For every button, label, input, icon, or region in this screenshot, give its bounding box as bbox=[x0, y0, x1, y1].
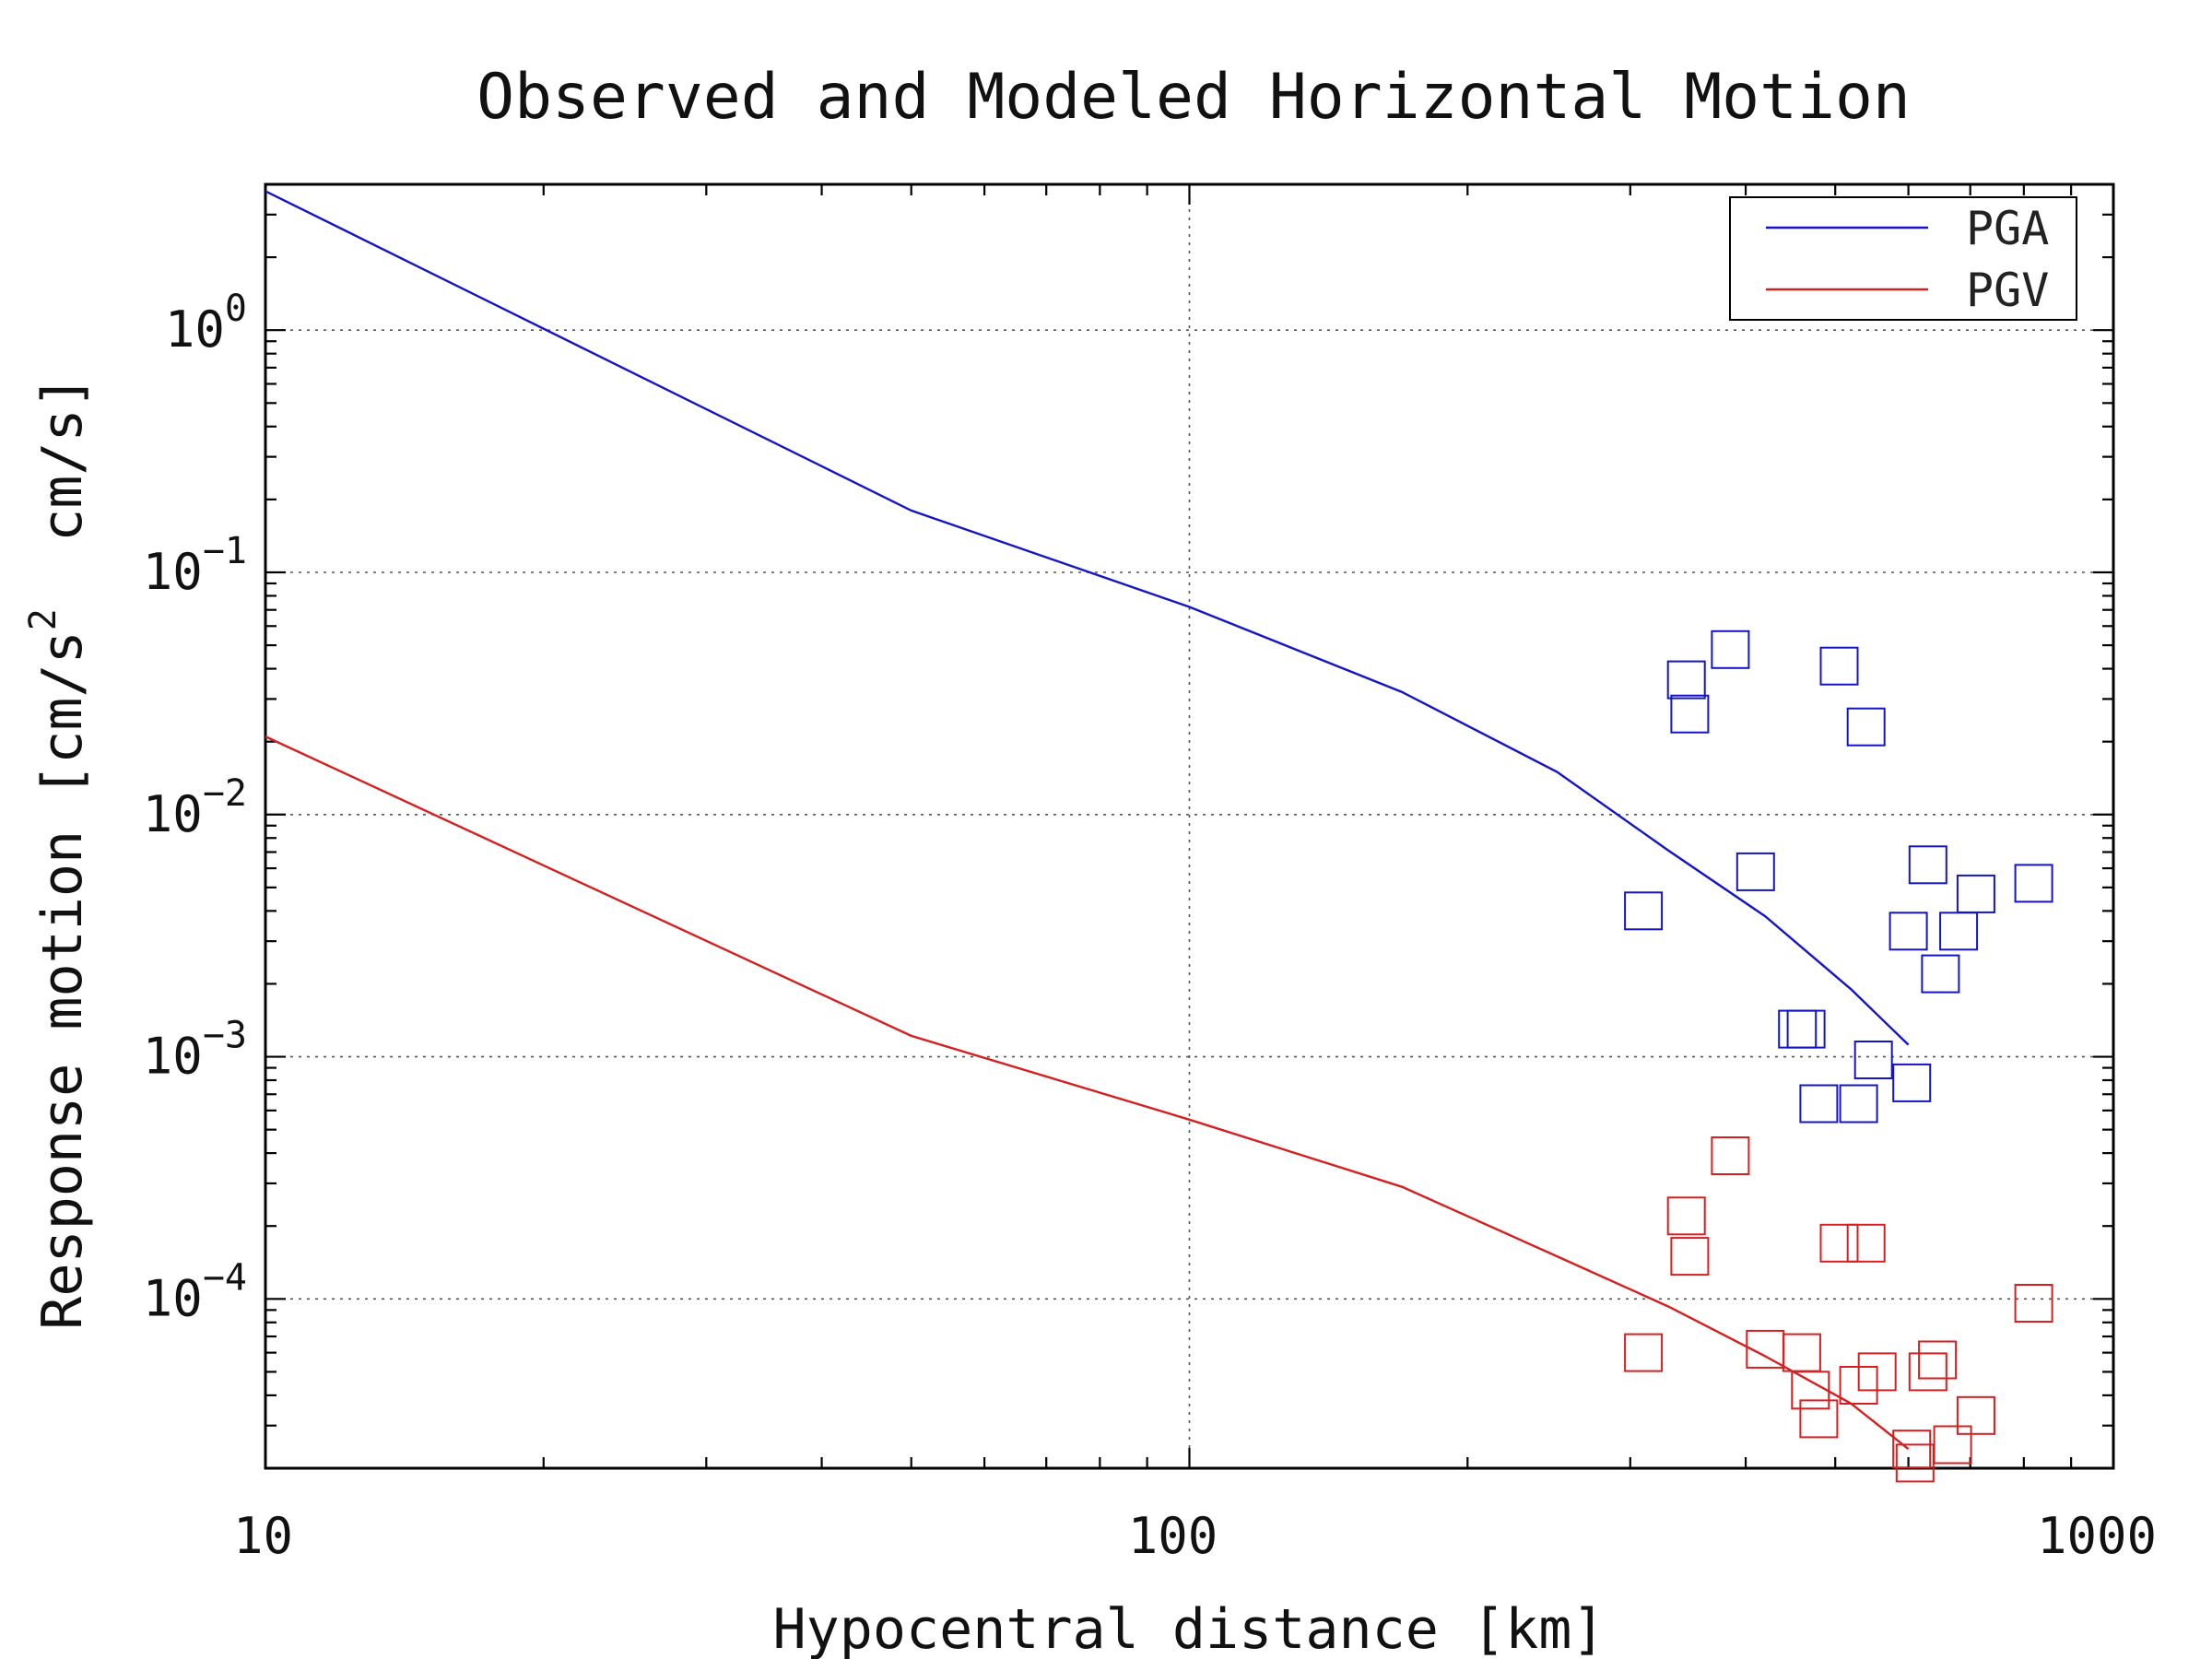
observed-point-pga bbox=[1786, 1009, 1826, 1049]
y-axis-label-suffix: cm/s] bbox=[30, 375, 95, 608]
observed-point-pgv bbox=[1956, 1395, 1995, 1435]
x-tick-label: 100 bbox=[1128, 1507, 1218, 1565]
observed-point-pga bbox=[1735, 852, 1775, 891]
observed-point-pga bbox=[1888, 912, 1928, 951]
observed-point-pga bbox=[1839, 1084, 1878, 1124]
observed-point-pgv bbox=[1908, 1352, 1947, 1392]
observed-point-pgv bbox=[1670, 1237, 1710, 1277]
observed-point-pga bbox=[1908, 845, 1947, 885]
observed-point-pgv bbox=[1933, 1425, 1972, 1465]
grid-lines bbox=[265, 184, 2113, 1468]
y-axis-label: Response motion [cm/s2 cm/s] bbox=[22, 375, 95, 1330]
observed-point-pga bbox=[1956, 874, 1995, 913]
observed-point-pgv bbox=[1799, 1399, 1839, 1439]
observed-point-pgv bbox=[2014, 1284, 2053, 1323]
model-curve-pga bbox=[265, 190, 1910, 1046]
observed-point-pgv bbox=[1918, 1340, 1958, 1380]
legend-box bbox=[1729, 196, 2077, 321]
legend-label-pga: PGA bbox=[1966, 202, 2049, 255]
y-tick-label: 10−4 bbox=[143, 1256, 247, 1327]
observed-point-pga bbox=[1778, 1009, 1818, 1049]
observed-point-pga bbox=[2014, 864, 2053, 903]
chart-title: Observed and Modeled Horizontal Motion bbox=[477, 61, 1911, 134]
observed-point-pga bbox=[1819, 646, 1859, 686]
y-axis-label-superscript: 2 bbox=[22, 608, 65, 630]
observed-point-pgv bbox=[1624, 1333, 1664, 1372]
observed-point-pgv bbox=[1895, 1443, 1935, 1483]
observed-point-pga bbox=[1846, 707, 1886, 747]
observed-point-pga bbox=[1666, 660, 1706, 700]
observed-point-pga bbox=[1921, 954, 1960, 994]
observed-point-pga bbox=[1799, 1084, 1839, 1124]
x-axis-label: Hypocentral distance [km] bbox=[772, 1597, 1605, 1659]
legend: PGA PGV bbox=[1729, 196, 2077, 321]
x-tick-label: 10 bbox=[233, 1507, 293, 1565]
legend-label-pgv: PGV bbox=[1966, 264, 2049, 317]
y-axis-label-main: Response motion [cm/s bbox=[30, 630, 95, 1330]
y-tick-label: 100 bbox=[165, 288, 247, 359]
y-tick-label: 10−1 bbox=[143, 530, 247, 601]
observed-point-pga bbox=[1711, 629, 1750, 669]
observed-point-pgv bbox=[1857, 1352, 1897, 1392]
observed-point-pgv bbox=[1892, 1430, 1932, 1469]
observed-point-pga bbox=[1853, 1041, 1893, 1079]
observed-point-pgv bbox=[1819, 1223, 1859, 1263]
y-tick-labels: 100 10−1 10−2 10−3 10−4 bbox=[143, 288, 247, 1327]
observed-point-pgv bbox=[1791, 1371, 1830, 1410]
observed-point-pga bbox=[1892, 1063, 1932, 1102]
observed-point-pga bbox=[1939, 912, 1979, 951]
observed-point-pgv bbox=[1782, 1333, 1821, 1372]
x-tick-labels: 10 100 1000 bbox=[233, 1507, 2157, 1565]
x-tick-label: 1000 bbox=[2037, 1507, 2157, 1565]
model-curves bbox=[265, 190, 1910, 1451]
model-curve-pgv bbox=[265, 735, 1910, 1451]
observed-point-pgv bbox=[1666, 1196, 1706, 1236]
y-tick-label: 10−2 bbox=[143, 772, 247, 843]
observed-point-pga bbox=[1670, 694, 1710, 734]
observed-point-pga bbox=[1624, 891, 1664, 931]
plot-frame bbox=[264, 182, 2115, 1470]
y-tick-label: 10−3 bbox=[143, 1015, 247, 1086]
observed-markers bbox=[1624, 629, 2053, 1483]
observed-point-pgv bbox=[1711, 1136, 1750, 1175]
observed-point-pgv bbox=[1846, 1223, 1886, 1263]
